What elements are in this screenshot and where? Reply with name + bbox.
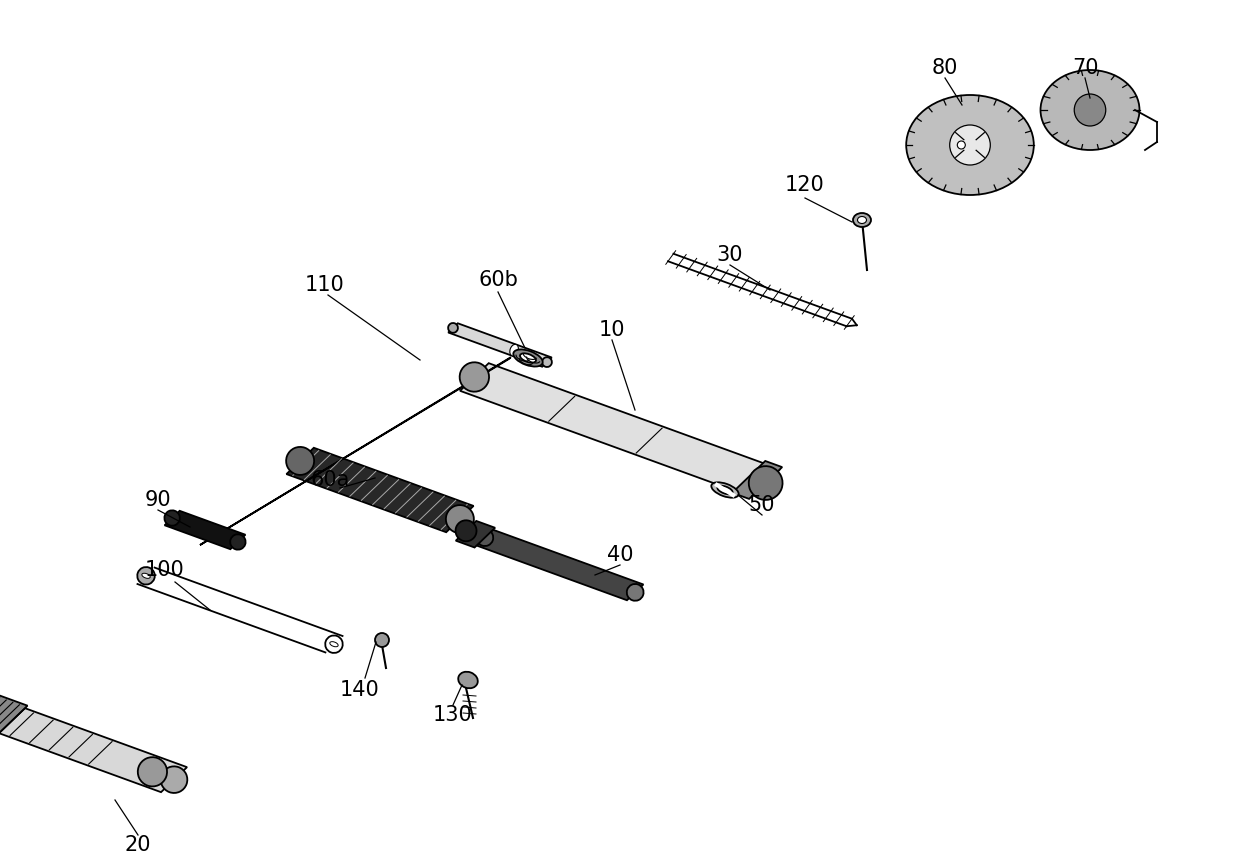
Polygon shape	[732, 461, 782, 499]
Text: 30: 30	[717, 245, 743, 265]
Ellipse shape	[165, 510, 180, 526]
Text: 70: 70	[1071, 58, 1099, 78]
Text: 20: 20	[125, 835, 151, 855]
Ellipse shape	[1040, 70, 1140, 150]
Circle shape	[374, 633, 389, 647]
Ellipse shape	[520, 353, 536, 362]
Ellipse shape	[749, 466, 782, 500]
Text: 50: 50	[749, 495, 775, 515]
Ellipse shape	[286, 447, 314, 475]
Ellipse shape	[906, 95, 1034, 195]
Ellipse shape	[446, 505, 474, 533]
Text: 100: 100	[145, 560, 185, 580]
Ellipse shape	[476, 529, 494, 546]
Ellipse shape	[542, 357, 552, 367]
Text: 130: 130	[433, 705, 472, 725]
Text: 90: 90	[145, 490, 171, 510]
Polygon shape	[200, 357, 511, 545]
Ellipse shape	[626, 584, 644, 601]
Polygon shape	[165, 511, 246, 549]
Ellipse shape	[330, 642, 339, 647]
Polygon shape	[0, 694, 27, 735]
Polygon shape	[460, 363, 780, 497]
Ellipse shape	[459, 672, 477, 689]
Ellipse shape	[138, 567, 155, 585]
Polygon shape	[0, 708, 187, 792]
Text: 60a: 60a	[310, 470, 350, 490]
Ellipse shape	[231, 535, 246, 549]
Ellipse shape	[141, 573, 150, 579]
Text: 40: 40	[606, 545, 634, 565]
Text: 10: 10	[599, 320, 625, 340]
Polygon shape	[286, 448, 474, 532]
Circle shape	[957, 141, 965, 149]
Text: 120: 120	[785, 175, 825, 195]
Ellipse shape	[858, 216, 867, 223]
Ellipse shape	[161, 766, 187, 793]
Ellipse shape	[138, 757, 167, 786]
Text: 140: 140	[340, 680, 379, 700]
Text: 80: 80	[931, 58, 959, 78]
Ellipse shape	[950, 125, 991, 165]
Ellipse shape	[325, 636, 342, 653]
Ellipse shape	[1074, 94, 1106, 126]
Ellipse shape	[448, 323, 458, 333]
Polygon shape	[456, 521, 495, 548]
Ellipse shape	[513, 349, 543, 367]
Ellipse shape	[455, 521, 476, 541]
Ellipse shape	[718, 486, 733, 494]
Ellipse shape	[510, 344, 518, 356]
Ellipse shape	[712, 483, 739, 497]
Polygon shape	[476, 529, 644, 600]
Ellipse shape	[460, 362, 489, 392]
Polygon shape	[448, 324, 552, 367]
Ellipse shape	[853, 213, 870, 227]
Text: 60b: 60b	[479, 270, 518, 290]
Text: 110: 110	[305, 275, 345, 295]
